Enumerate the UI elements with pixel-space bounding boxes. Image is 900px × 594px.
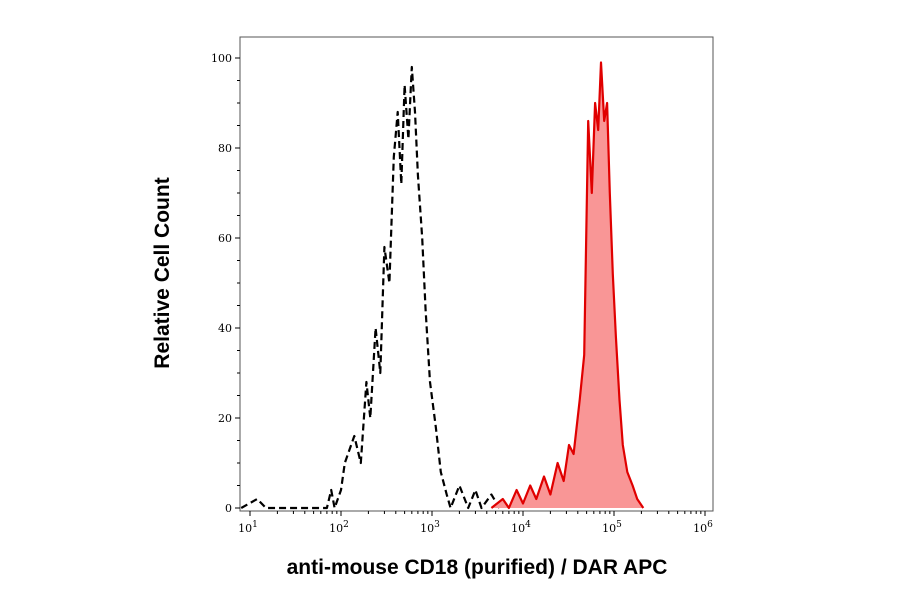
x-tick-label: 101 [238, 520, 258, 535]
plot-frame [239, 36, 714, 512]
x-tick-base: 10 [420, 522, 434, 535]
x-tick-base: 10 [238, 522, 252, 535]
x-axis-title: anti-mouse CD18 (purified) / DAR APC [287, 556, 668, 579]
x-tick-exponent: 6 [707, 520, 713, 530]
series-1-area [491, 62, 644, 508]
x-tick-exponent: 1 [252, 520, 258, 530]
y-tick-label: 100 [211, 52, 232, 65]
x-axis-ticks: 101 102 103 104 105 106 [238, 511, 713, 535]
x-tick-exponent: 3 [434, 520, 440, 530]
x-tick-base: 10 [602, 522, 616, 535]
x-tick-exponent: 2 [343, 520, 349, 530]
x-tick-base: 10 [693, 522, 707, 535]
x-tick-exponent: 5 [616, 520, 622, 530]
x-tick-base: 10 [511, 522, 525, 535]
x-tick-label: 105 [602, 520, 622, 535]
x-tick-label: 104 [511, 520, 531, 535]
x-tick-base: 10 [329, 522, 343, 535]
x-tick-label: 103 [420, 520, 440, 535]
x-tick-exponent: 4 [525, 520, 531, 530]
y-tick-label: 60 [218, 232, 232, 245]
y-axis-title: Relative Cell Count [151, 177, 174, 368]
y-tick-label: 0 [225, 502, 232, 515]
y-tick-label: 80 [218, 142, 232, 155]
x-tick-label: 106 [693, 520, 713, 535]
series-layer [240, 61, 645, 510]
series-1-line [490, 61, 645, 510]
x-tick-label: 102 [329, 520, 349, 535]
y-tick-label: 20 [218, 412, 232, 425]
y-axis-ticks: 0 20 40 60 80 100 [211, 52, 240, 515]
y-tick-label: 40 [218, 322, 232, 335]
series-0-line [240, 65, 501, 510]
